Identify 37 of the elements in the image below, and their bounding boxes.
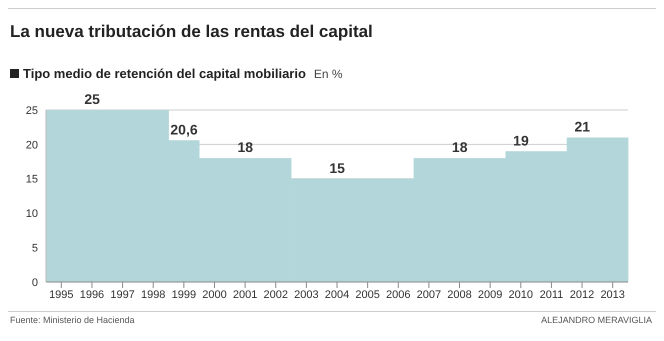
x-tick-label: 2012	[570, 288, 594, 301]
x-tick-label: 2006	[386, 288, 411, 301]
x-tick-label: 1998	[140, 288, 166, 301]
data-label: 25	[84, 91, 100, 107]
x-tick-label: 2011	[540, 288, 564, 301]
x-tick-label: 2009	[478, 288, 502, 301]
x-tick-label: 2013	[600, 288, 625, 301]
y-tick-label: 20	[26, 139, 38, 152]
x-tick-label: 2010	[508, 288, 534, 301]
x-tick-label: 1997	[110, 288, 135, 301]
x-tick-label: 2007	[416, 288, 442, 301]
x-tick-label: 2002	[263, 288, 288, 301]
y-axis-title: En %	[314, 67, 343, 81]
x-tick-label: 2003	[294, 288, 319, 301]
chart-subtitle: Tipo medio de retención del capital mobiliario	[23, 66, 306, 81]
x-tick-label: 2001	[232, 288, 258, 301]
data-label: 20,6	[170, 121, 198, 138]
data-label: 21	[574, 118, 590, 135]
chart-title: La nueva tributación de las rentas del capital	[10, 22, 373, 42]
source-note: Fuente: Ministerio de Hacienda	[10, 315, 135, 325]
data-label: 19	[513, 132, 529, 148]
text: ALEJANDRO MERAVIGLIA	[541, 315, 652, 325]
data-label: 18	[238, 139, 254, 156]
x-tick-label: 2005	[355, 288, 380, 301]
x-tick-label: 1999	[172, 288, 196, 301]
y-tick-label: 5	[32, 242, 38, 255]
y-tick-label: 15	[26, 174, 38, 186]
data-label: 15	[329, 160, 346, 176]
y-tick-label: 0	[32, 276, 38, 289]
x-tick-label: 1996	[80, 288, 104, 301]
x-tick-label: 2008	[447, 288, 472, 301]
x-tick-label: 2004	[324, 288, 350, 301]
y-tick-label: 10	[26, 208, 38, 220]
y-tick-label: 25	[26, 104, 38, 117]
x-tick-label: 1995	[49, 288, 74, 301]
x-tick-label: 2000	[202, 288, 227, 301]
data-label: 18	[452, 139, 468, 156]
